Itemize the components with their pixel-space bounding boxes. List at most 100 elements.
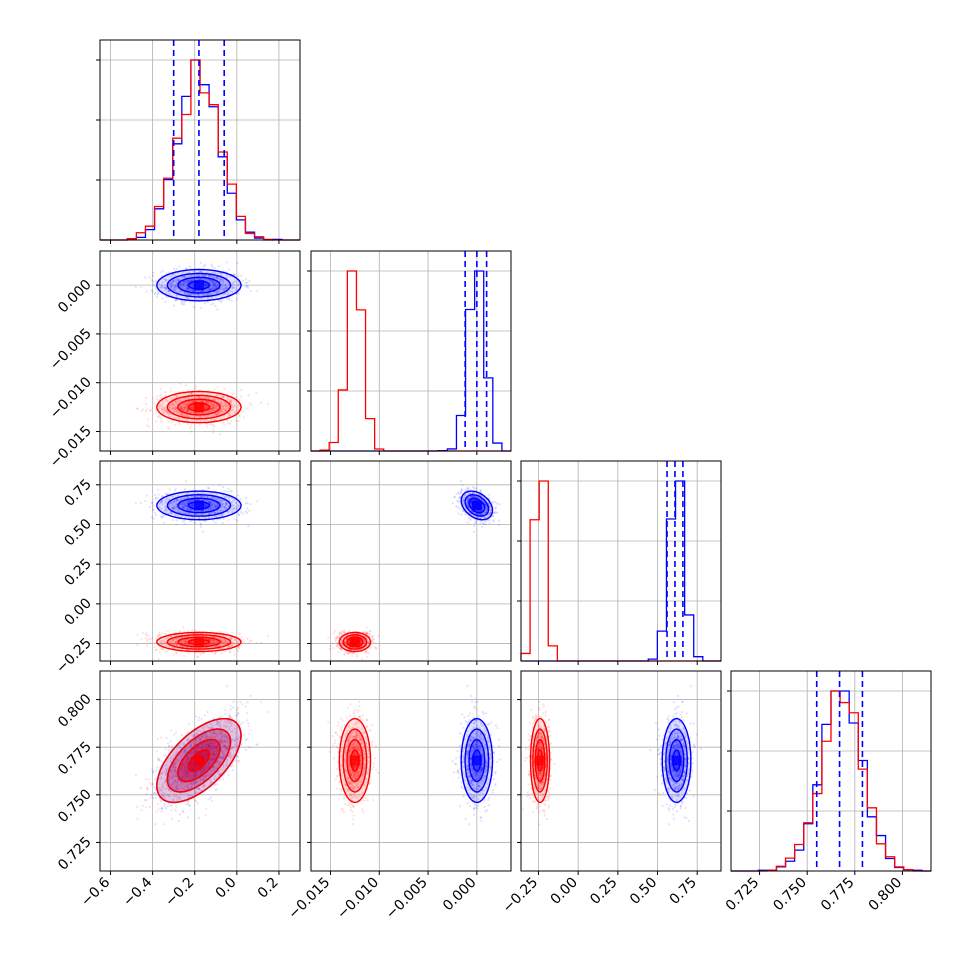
scatter-point xyxy=(213,284,216,287)
scatter-point xyxy=(184,280,187,283)
scatter-point xyxy=(211,279,214,282)
scatter-point xyxy=(158,415,161,418)
scatter-point xyxy=(177,279,180,282)
scatter-point xyxy=(212,284,215,288)
scatter-point xyxy=(199,261,202,264)
scatter-point xyxy=(172,279,175,282)
scatter-point xyxy=(164,391,167,394)
scatter-point xyxy=(469,517,472,520)
scatter-point xyxy=(220,652,223,655)
scatter-point xyxy=(200,297,204,300)
panel-2-0 xyxy=(96,460,301,665)
scatter-point xyxy=(170,284,173,287)
scatter-point xyxy=(183,303,186,306)
scatter-point xyxy=(186,287,189,291)
scatter-point xyxy=(158,633,161,637)
scatter-point xyxy=(154,285,157,288)
scatter-point xyxy=(189,520,192,523)
scatter-point xyxy=(232,283,235,286)
scatter-point xyxy=(475,487,478,490)
scatter-point xyxy=(197,278,201,281)
scatter-point xyxy=(175,519,178,522)
scatter-point xyxy=(216,277,219,280)
scatter-point xyxy=(203,294,206,297)
scatter-point xyxy=(145,637,148,640)
scatter-point xyxy=(164,278,167,281)
scatter-point xyxy=(214,281,217,284)
scatter-point xyxy=(492,519,495,522)
scatter-point xyxy=(144,403,147,406)
scatter-point xyxy=(223,490,226,493)
scatter-point xyxy=(235,419,238,422)
scatter-point xyxy=(214,304,217,308)
scatter-point xyxy=(181,520,184,523)
scatter-point xyxy=(134,502,137,505)
scatter-point xyxy=(150,516,154,519)
scatter-point xyxy=(192,305,196,309)
scatter-point xyxy=(146,634,149,637)
scatter-point xyxy=(175,280,178,283)
scatter-point xyxy=(197,274,200,277)
scatter-point xyxy=(154,796,158,799)
scatter-point xyxy=(163,286,166,289)
scatter-point xyxy=(167,420,170,423)
scatter-point xyxy=(341,630,344,633)
scatter-point xyxy=(190,293,193,296)
scatter-point xyxy=(218,271,222,275)
scatter-point xyxy=(139,286,142,289)
scatter-point xyxy=(236,519,239,522)
scatter-point xyxy=(217,290,221,293)
histogram-1 xyxy=(100,59,300,241)
scatter-point xyxy=(201,289,205,292)
scatter-point xyxy=(226,490,229,493)
scatter-point xyxy=(244,281,247,285)
scatter-point xyxy=(223,387,226,391)
scatter-point xyxy=(165,296,169,299)
scatter-point xyxy=(215,291,218,294)
scatter-point xyxy=(212,302,215,305)
scatter-point xyxy=(196,293,200,296)
scatter-point xyxy=(155,397,158,400)
scatter-point xyxy=(225,285,228,288)
scatter-point xyxy=(211,519,215,523)
scatter-point xyxy=(192,290,195,293)
scatter-point xyxy=(165,288,168,292)
scatter-point xyxy=(260,641,263,644)
scatter-point xyxy=(488,493,491,496)
scatter-point xyxy=(222,287,225,290)
scatter-point xyxy=(173,280,177,283)
scatter-point xyxy=(167,289,170,293)
scatter-point xyxy=(244,496,247,499)
scatter-point xyxy=(494,507,497,510)
scatter-point xyxy=(172,286,176,289)
panel-0-0 xyxy=(96,39,301,244)
scatter-point xyxy=(458,507,461,510)
panel-3-0 xyxy=(96,670,301,875)
scatter-point xyxy=(141,408,145,411)
scatter-point xyxy=(189,278,192,282)
scatter-point xyxy=(220,286,223,289)
scatter-point xyxy=(164,286,167,289)
scatter-point xyxy=(377,635,380,638)
scatter-point xyxy=(333,629,336,632)
scatter-point xyxy=(152,508,155,511)
scatter-point xyxy=(172,304,176,307)
scatter-point xyxy=(227,290,230,293)
scatter-point xyxy=(496,511,499,514)
scatter-point xyxy=(212,271,215,274)
scatter-point xyxy=(172,279,175,282)
scatter-point xyxy=(458,500,461,503)
scatter-point xyxy=(260,401,263,404)
scatter-point xyxy=(163,286,166,289)
scatter-point xyxy=(346,652,349,655)
scatter-point xyxy=(197,655,200,658)
scatter-point xyxy=(466,521,469,524)
scatter-point xyxy=(189,424,193,427)
scatter-point xyxy=(175,298,178,302)
scatter-point xyxy=(188,292,191,296)
scatter-point xyxy=(250,639,253,643)
scatter-point xyxy=(157,493,160,496)
scatter-point xyxy=(165,650,168,654)
histogram-1 xyxy=(520,480,721,662)
scatter-point xyxy=(479,490,483,493)
